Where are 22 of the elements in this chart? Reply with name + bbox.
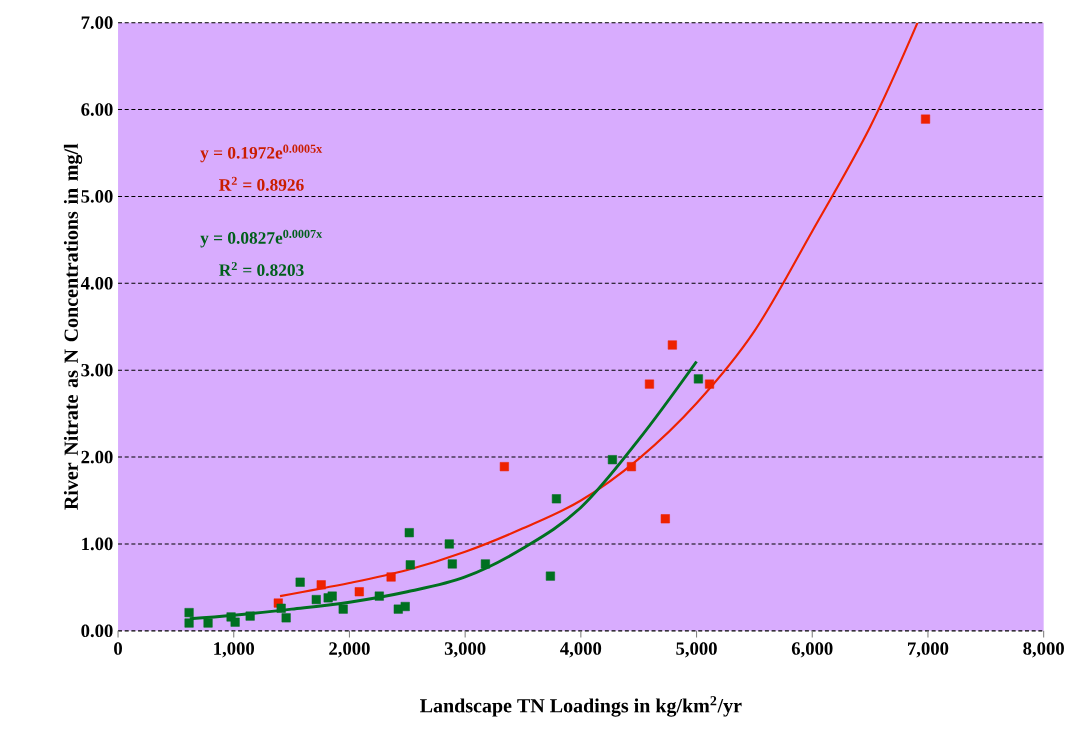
- y-tick-label: 1.00: [82, 537, 113, 551]
- x-tick-label: 7,000: [908, 642, 949, 658]
- x-axis-title: Landscape TN Loadings in kg/km$^{2}$/yr: [420, 695, 742, 717]
- y-tick-label: 3.00: [81, 363, 113, 377]
- x-tick-label: 4,000: [560, 642, 602, 658]
- x-tick-label: 1,000: [214, 642, 255, 658]
- y-tick-label: 7.00: [81, 16, 113, 29]
- annotation: y = 0.0827e$^{0.0007x}$: [200, 229, 323, 248]
- x-tick-label: 5,000: [676, 642, 717, 658]
- annotation: R$^{2}$ = 0.8203: [219, 261, 304, 276]
- x-tick-label: 2,000: [329, 642, 370, 658]
- x-tick-label: 3,000: [444, 642, 486, 658]
- y-tick-label: 5.00: [81, 189, 113, 203]
- x-tick-label: 8,000: [1023, 642, 1064, 658]
- x-tick-label: 6,000: [791, 642, 833, 658]
- annotation: R$^{2}$ = 0.8926: [219, 176, 304, 191]
- y-tick-label: 6.00: [81, 103, 113, 116]
- y-tick-label: 4.00: [80, 276, 113, 290]
- x-tick-label: 0: [114, 642, 122, 655]
- annotation: y = 0.1972e$^{0.0005x}$: [200, 144, 323, 163]
- y-tick-label: 0.00: [81, 624, 113, 638]
- y-tick-label: 2.00: [81, 450, 113, 464]
